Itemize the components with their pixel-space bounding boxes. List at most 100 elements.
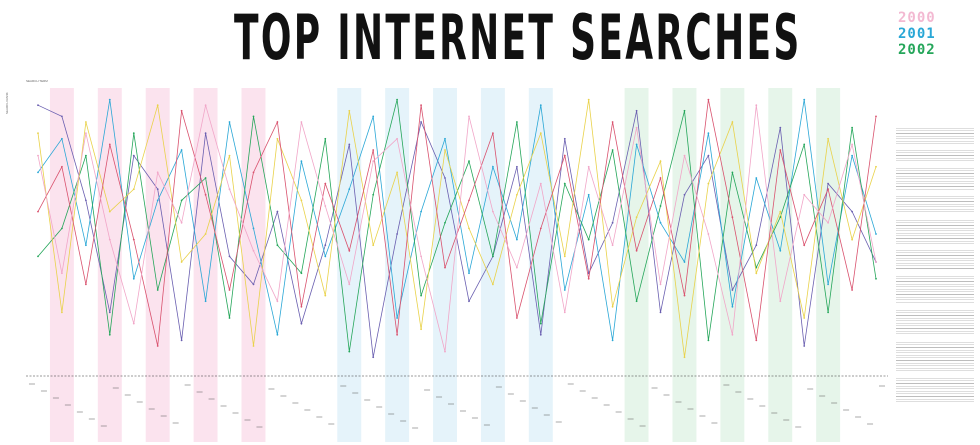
series-1-point-35 [875, 233, 877, 235]
series-3-point-2 [85, 121, 87, 123]
series-0-point-9 [252, 283, 255, 286]
series-line-5 [37, 105, 877, 352]
series-2-point-27 [683, 109, 686, 112]
series-1-point-1 [61, 137, 63, 140]
series-5-point-20 [516, 266, 518, 269]
series-5-point-1 [61, 272, 63, 275]
series-5-point-11 [300, 121, 303, 123]
series-4-point-4 [132, 238, 135, 241]
series-2-point-20 [516, 121, 518, 123]
series-3-point-28 [707, 182, 710, 185]
series-3-point-22 [563, 255, 566, 258]
bottom-term-markers [28, 383, 886, 429]
series-5-point-18 [468, 115, 470, 118]
series-0-point-0 [37, 104, 39, 107]
month-band-13 [768, 88, 793, 442]
series-3-point-34 [851, 238, 853, 241]
series-0-point-12 [324, 244, 327, 247]
series-3-point-20 [516, 193, 518, 196]
series-2-point-25 [635, 300, 638, 303]
month-band-0 [49, 88, 74, 442]
series-2-point-26 [659, 205, 662, 207]
series-0-point-1 [61, 115, 63, 118]
series-1-point-7 [204, 300, 207, 303]
series-5-point-27 [683, 154, 686, 157]
series-5-point-10 [276, 300, 279, 303]
series-2-point-0 [37, 255, 39, 258]
series-3-point-23 [587, 98, 590, 101]
month-band-6 [385, 88, 410, 442]
series-0-point-6 [180, 339, 183, 342]
series-5-point-22 [563, 311, 566, 314]
series-2-point-22 [563, 182, 566, 185]
series-4-point-19 [492, 132, 494, 135]
series-1-point-24 [611, 339, 614, 342]
notes-filler-1 [896, 126, 974, 144]
series-2-point-23 [587, 238, 590, 241]
series-3-point-30 [755, 272, 758, 275]
series-1-point-5 [156, 199, 159, 202]
series-4-point-34 [851, 289, 853, 291]
series-4-point-9 [252, 171, 255, 174]
series-2-point-21 [539, 322, 542, 325]
series-0-point-11 [300, 322, 303, 325]
series-5-point-5 [156, 171, 159, 174]
series-0-point-15 [396, 233, 398, 235]
series-1-point-21 [539, 104, 542, 107]
series-5-point-17 [444, 350, 446, 353]
month-band-7 [433, 88, 457, 442]
series-1-point-8 [228, 121, 231, 123]
series-2-point-13 [348, 350, 351, 353]
series-4-point-33 [827, 188, 829, 191]
series-4-point-17 [444, 266, 446, 269]
series-5-point-0 [37, 154, 39, 157]
series-5-point-13 [348, 283, 351, 286]
search-rank-chart: SEARCH TERM SEARCH RANK [5, 79, 888, 442]
series-1-point-28 [707, 132, 710, 135]
series-4-point-18 [468, 199, 470, 202]
series-5-point-23 [587, 165, 590, 168]
series-1-point-13 [348, 188, 351, 191]
series-4-point-28 [707, 98, 710, 101]
series-2-point-32 [803, 143, 806, 146]
series-5-point-21 [539, 182, 542, 185]
series-4-point-0 [37, 210, 39, 213]
series-0-point-29 [731, 289, 734, 291]
series-0-point-7 [204, 132, 207, 135]
series-2-point-33 [827, 311, 829, 314]
series-0-point-21 [539, 333, 542, 336]
series-3-point-35 [875, 165, 877, 168]
series-0-point-30 [755, 244, 758, 247]
series-4-point-32 [803, 244, 806, 247]
month-band-5 [337, 88, 362, 442]
series-0-point-32 [803, 345, 806, 347]
notes-filler-8 [896, 308, 974, 336]
series-1-point-31 [779, 249, 782, 252]
series-1-point-15 [396, 317, 398, 319]
notes-filler-2 [896, 148, 974, 162]
series-3-point-24 [611, 305, 614, 308]
series-5-point-3 [108, 238, 111, 241]
series-0-point-17 [444, 177, 446, 179]
series-4-point-10 [276, 121, 279, 123]
month-band-1 [97, 88, 122, 442]
series-3-point-11 [300, 199, 303, 202]
series-0-point-22 [563, 137, 566, 140]
series-2-point-18 [468, 160, 470, 163]
series-3-point-33 [827, 137, 829, 140]
series-line-0 [37, 104, 877, 358]
series-1-point-25 [635, 143, 638, 146]
series-2-point-10 [276, 244, 279, 247]
series-1-point-22 [563, 289, 566, 291]
month-bands [49, 88, 841, 442]
legend-item-2000: 2000 [898, 10, 936, 26]
series-line-1 [37, 99, 877, 341]
series-5-point-26 [659, 283, 662, 286]
series-2-point-29 [731, 171, 734, 174]
series-3-point-16 [420, 328, 422, 331]
series-1-point-12 [324, 255, 327, 258]
series-5-point-33 [827, 221, 829, 224]
series-0-point-24 [611, 221, 614, 224]
series-2-point-7 [204, 177, 207, 179]
series-4-point-3 [108, 143, 111, 146]
